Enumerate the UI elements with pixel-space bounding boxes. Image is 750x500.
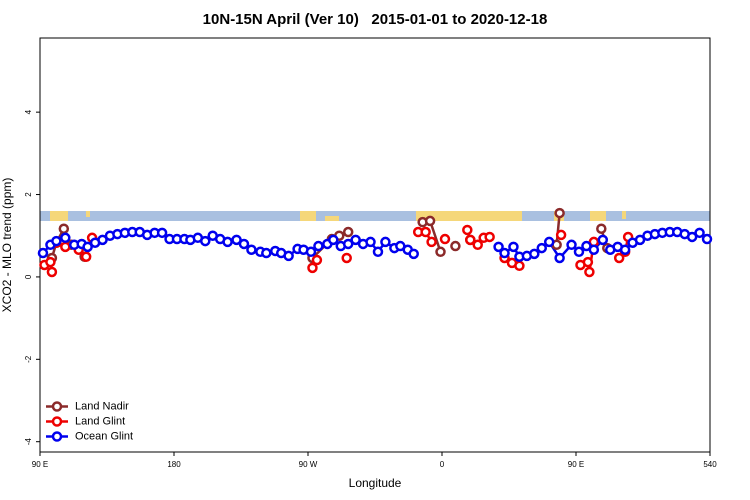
point xyxy=(372,246,384,258)
point xyxy=(305,246,317,258)
point xyxy=(307,262,318,274)
point xyxy=(200,235,211,247)
point xyxy=(426,236,437,248)
y-tick-label: 0 xyxy=(24,274,33,279)
ocean-band xyxy=(40,211,710,221)
point xyxy=(342,226,354,238)
point xyxy=(246,244,257,255)
y-axis-label: XCO2 - MLO trend (ppm) xyxy=(0,178,14,313)
legend-label: Ocean Glint xyxy=(75,430,133,442)
point xyxy=(238,238,250,250)
point xyxy=(597,234,609,246)
point xyxy=(380,236,391,248)
point xyxy=(613,252,625,264)
point xyxy=(596,223,607,234)
land-patch xyxy=(622,211,626,219)
x-tick-label: 0 xyxy=(440,460,445,469)
y-tick-label: -2 xyxy=(24,355,33,363)
point xyxy=(341,252,352,264)
point xyxy=(555,229,567,241)
x-tick-label: 90 E xyxy=(568,460,584,469)
point xyxy=(313,240,324,252)
point xyxy=(328,234,339,246)
point xyxy=(424,215,436,227)
x-tick-label: 180 xyxy=(167,460,181,469)
point xyxy=(435,246,446,258)
point xyxy=(566,239,577,251)
point xyxy=(472,239,483,251)
point xyxy=(554,207,565,219)
land-patch xyxy=(416,211,522,221)
point xyxy=(311,254,323,266)
point xyxy=(420,226,431,238)
map-strip xyxy=(40,211,710,221)
point xyxy=(686,231,698,243)
land-patch xyxy=(590,211,606,221)
point xyxy=(462,224,473,236)
x-tick-label: 90 E xyxy=(32,460,48,469)
point xyxy=(60,241,71,253)
land-patch xyxy=(300,211,316,221)
x-tick-label: 90 W xyxy=(299,460,318,469)
y-tick-label: -4 xyxy=(24,438,33,446)
point xyxy=(536,242,548,254)
point xyxy=(58,223,70,234)
point xyxy=(45,256,56,268)
point xyxy=(573,246,585,258)
point xyxy=(493,241,504,253)
point xyxy=(450,240,461,252)
y-tick-label: 2 xyxy=(24,192,33,197)
point xyxy=(619,244,631,255)
point xyxy=(231,234,242,246)
x-tick-label: 540 xyxy=(703,460,717,469)
point xyxy=(694,227,705,239)
point xyxy=(554,252,565,264)
point xyxy=(588,244,600,255)
point xyxy=(499,247,510,259)
point xyxy=(60,232,71,244)
legend-swatch xyxy=(51,416,63,427)
land-patch xyxy=(86,211,90,217)
land-patch xyxy=(325,216,339,221)
y-tick-label: 4 xyxy=(24,109,33,114)
plot-frame xyxy=(39,37,711,453)
point xyxy=(82,241,93,253)
point xyxy=(222,236,233,248)
legend-swatch xyxy=(51,431,63,442)
point xyxy=(156,227,168,239)
point xyxy=(465,234,476,246)
point xyxy=(529,248,540,260)
legend-swatch xyxy=(51,401,63,412)
legend-label: Land Nadir xyxy=(75,400,129,412)
point xyxy=(543,236,555,248)
land-patch xyxy=(50,211,68,221)
point xyxy=(51,235,62,247)
point xyxy=(342,238,354,250)
point xyxy=(508,241,519,253)
point xyxy=(37,247,49,259)
point xyxy=(701,233,713,245)
point xyxy=(484,231,495,243)
point xyxy=(584,266,595,278)
point xyxy=(261,247,272,259)
point xyxy=(46,266,58,278)
chart-title: 10N-15N April (Ver 10) 2015-01-01 to 202… xyxy=(203,11,548,28)
point xyxy=(582,256,594,268)
point xyxy=(439,233,451,245)
point xyxy=(514,260,525,272)
point xyxy=(97,234,108,246)
point xyxy=(634,234,646,246)
x-axis-label: Longitude xyxy=(349,476,402,490)
point xyxy=(283,250,294,262)
point xyxy=(350,234,361,246)
legend-label: Land Glint xyxy=(75,415,125,427)
point xyxy=(80,251,92,262)
point xyxy=(408,248,419,260)
point xyxy=(365,236,376,248)
